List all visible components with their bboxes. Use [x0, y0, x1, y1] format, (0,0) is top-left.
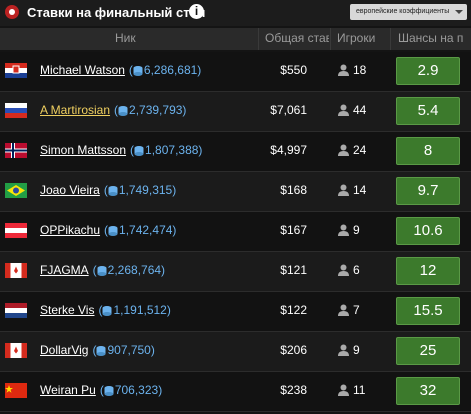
flag: [5, 383, 27, 398]
chips: (706,323): [99, 383, 163, 397]
player-icon: [338, 344, 349, 356]
stake: $238: [280, 383, 307, 397]
separator: [330, 28, 331, 50]
flag: [5, 303, 27, 318]
column-header[interactable]: Игроки: [337, 31, 376, 45]
info-icon[interactable]: i: [189, 4, 204, 19]
odds[interactable]: 15.5: [396, 297, 460, 325]
chip-icon: [108, 226, 118, 236]
odds[interactable]: 12: [396, 257, 460, 285]
chips: (6,286,681): [128, 63, 202, 77]
player-name[interactable]: Simon Mattsson: [40, 143, 127, 157]
player-count: 44: [353, 103, 367, 117]
chips: (1,807,388): [130, 143, 203, 157]
player-name[interactable]: Joao Vieira: [40, 183, 100, 197]
flag: [5, 343, 27, 358]
player-icon: [338, 104, 349, 116]
player-icon: [338, 384, 349, 396]
table-row[interactable]: [0, 372, 471, 412]
chips: (1,749,315): [103, 183, 177, 197]
flag: [5, 63, 27, 78]
chips: (2,739,793): [114, 103, 187, 117]
player-icon: [338, 224, 349, 236]
player-name[interactable]: Sterke Vis: [40, 303, 95, 317]
stake: $550: [280, 63, 307, 77]
chips: (1,191,512): [98, 303, 171, 317]
player-count: 18: [353, 63, 367, 77]
odds[interactable]: 9.7: [396, 177, 460, 205]
separator: [390, 28, 391, 50]
column-header[interactable]: Шансы на п: [398, 31, 464, 45]
title: Ставки на финальный стол: [27, 5, 206, 20]
flag: [5, 263, 27, 278]
chip-icon: [96, 346, 106, 356]
player-count: 9: [353, 343, 360, 357]
player-name[interactable]: A Martirosian: [40, 103, 111, 117]
chip-icon: [134, 146, 144, 156]
flag: [5, 183, 27, 198]
chips: (2,268,764): [92, 263, 166, 277]
table-row[interactable]: [0, 132, 471, 172]
stake: $168: [280, 183, 307, 197]
table-row[interactable]: [0, 292, 471, 332]
flag: [5, 143, 27, 158]
player-icon: [338, 64, 349, 76]
odds[interactable]: 25: [396, 337, 460, 365]
player-name[interactable]: Michael Watson: [40, 63, 125, 77]
chip-icon: [133, 66, 143, 76]
player-count: 7: [353, 303, 360, 317]
stake: $4,997: [270, 143, 307, 157]
odds[interactable]: 8: [396, 137, 460, 165]
player-name[interactable]: DollarVig: [40, 343, 89, 357]
chip-icon: [102, 306, 112, 316]
odds[interactable]: 10.6: [396, 217, 460, 245]
chip-icon: [97, 266, 107, 276]
chips: (907,750): [92, 343, 155, 357]
chip-icon: [104, 386, 114, 396]
chip-icon: [108, 186, 118, 196]
player-icon: [338, 304, 349, 316]
player-count: 11: [353, 383, 366, 397]
odds[interactable]: 5.4: [396, 97, 460, 125]
chip-icon: [118, 106, 128, 116]
logo: [5, 5, 19, 19]
column-header[interactable]: Ник: [115, 31, 136, 45]
table-row[interactable]: [0, 332, 471, 372]
column-header[interactable]: Общая став: [265, 31, 329, 45]
stake: $121: [280, 263, 307, 277]
table-row[interactable]: [0, 252, 471, 292]
odds-format-dropdown[interactable]: европейские коэффициенты: [350, 4, 467, 20]
stake: $7,061: [270, 103, 307, 117]
player-name[interactable]: FJAGMA: [40, 263, 89, 277]
stake: $206: [280, 343, 307, 357]
flag: [5, 223, 27, 238]
player-count: 9: [353, 223, 360, 237]
player-name[interactable]: Weiran Pu: [40, 383, 96, 397]
player-icon: [338, 184, 349, 196]
player-count: 6: [353, 263, 360, 277]
stake: $167: [280, 223, 307, 237]
separator: [258, 28, 259, 50]
table-row[interactable]: [0, 52, 471, 92]
odds[interactable]: 32: [396, 377, 460, 405]
player-icon: [338, 144, 349, 156]
table-row[interactable]: [0, 92, 471, 132]
table-header: [0, 28, 471, 50]
table-row[interactable]: [0, 172, 471, 212]
flag: [5, 103, 27, 118]
player-count: 14: [353, 183, 367, 197]
player-name[interactable]: OPPikachu: [40, 223, 101, 237]
chips: (1,742,474): [104, 223, 177, 237]
stake: $122: [280, 303, 307, 317]
player-icon: [338, 264, 349, 276]
player-count: 24: [353, 143, 367, 157]
odds[interactable]: 2.9: [396, 57, 460, 85]
table-row[interactable]: [0, 212, 471, 252]
